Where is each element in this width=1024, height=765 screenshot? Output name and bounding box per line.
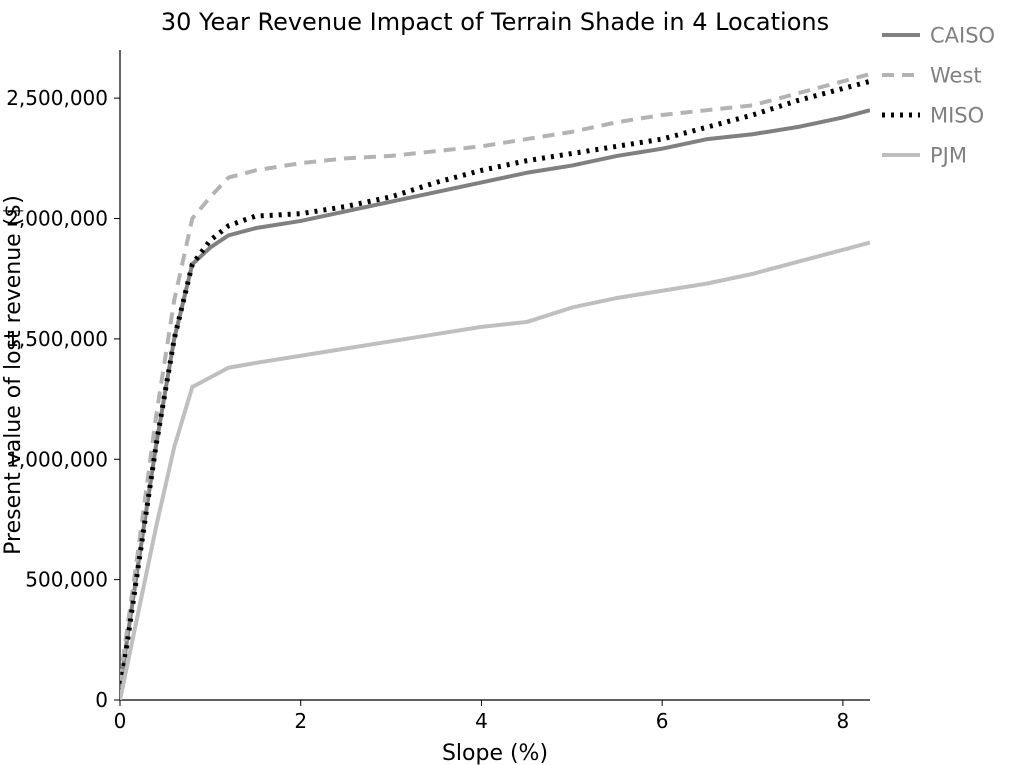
legend-label-pjm: PJM — [930, 143, 967, 167]
line-chart: 024680500,0001,000,0001,500,0002,000,000… — [0, 0, 1024, 765]
y-tick-label: 2,500,000 — [6, 86, 108, 110]
x-tick-label: 0 — [114, 709, 127, 733]
y-axis-label: Present value of lost revenue ($) — [1, 195, 26, 555]
legend-label-caiso: CAISO — [930, 23, 995, 47]
x-tick-label: 2 — [294, 709, 307, 733]
series-west — [120, 74, 870, 681]
y-tick-label: 500,000 — [25, 568, 108, 592]
y-tick-label: 0 — [95, 688, 108, 712]
chart-title: 30 Year Revenue Impact of Terrain Shade … — [161, 8, 829, 36]
x-tick-label: 4 — [475, 709, 488, 733]
legend-label-west: West — [930, 63, 982, 87]
series-miso — [120, 81, 870, 692]
x-axis-label: Slope (%) — [442, 741, 548, 765]
series-pjm — [120, 243, 870, 700]
x-tick-label: 8 — [837, 709, 850, 733]
plot-area — [120, 74, 870, 700]
x-tick-label: 6 — [656, 709, 669, 733]
legend-label-miso: MISO — [930, 103, 984, 127]
chart-container: 024680500,0001,000,0001,500,0002,000,000… — [0, 0, 1024, 765]
series-caiso — [120, 110, 870, 688]
